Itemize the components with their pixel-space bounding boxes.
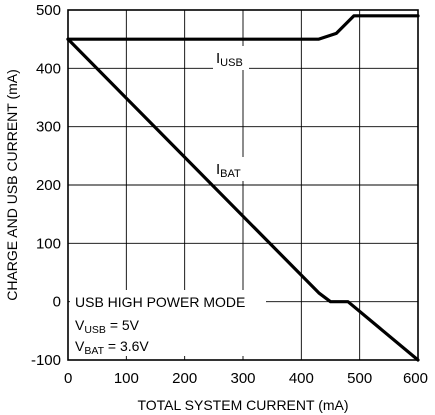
plot-frame [67,9,419,361]
series-line-ibat [66,37,420,362]
y-tick-label: 500 [36,2,61,19]
x-tick-label: 500 [347,370,372,387]
y-axis-title: CHARGE AND USB CURRENT (mA) [4,69,20,301]
y-tick-label: 300 [36,119,61,136]
x-tick-label: 0 [64,370,72,387]
annotation-background [70,290,266,356]
x-tick-label: 100 [114,370,139,387]
x-axis-title: TOTAL SYSTEM CURRENT (mA) [137,397,348,413]
x-tick-label: 300 [230,370,255,387]
series-line-iusb [66,14,420,41]
x-tick-label: 400 [289,370,314,387]
y-tick-label: -100 [31,352,61,369]
x-tick-label: 600 [403,370,428,387]
ibat-label-background [213,157,249,181]
y-tick-label: 400 [36,60,61,77]
annotation-vusb: VUSB = 5V [75,317,140,336]
iusb-label-background [213,46,249,70]
series-label-iusb: IUSB [216,50,243,69]
annotation-vbat: VBAT = 3.6V [75,338,149,357]
annotation-mode: USB HIGH POWER MODE [75,294,245,310]
series-lines [66,14,420,362]
y-tick-label: 0 [53,294,61,311]
series-label-ibat: IBAT [216,161,241,180]
y-tick-label: 100 [36,235,61,252]
y-tick-label: 200 [36,177,61,194]
x-tick-label: 200 [172,370,197,387]
